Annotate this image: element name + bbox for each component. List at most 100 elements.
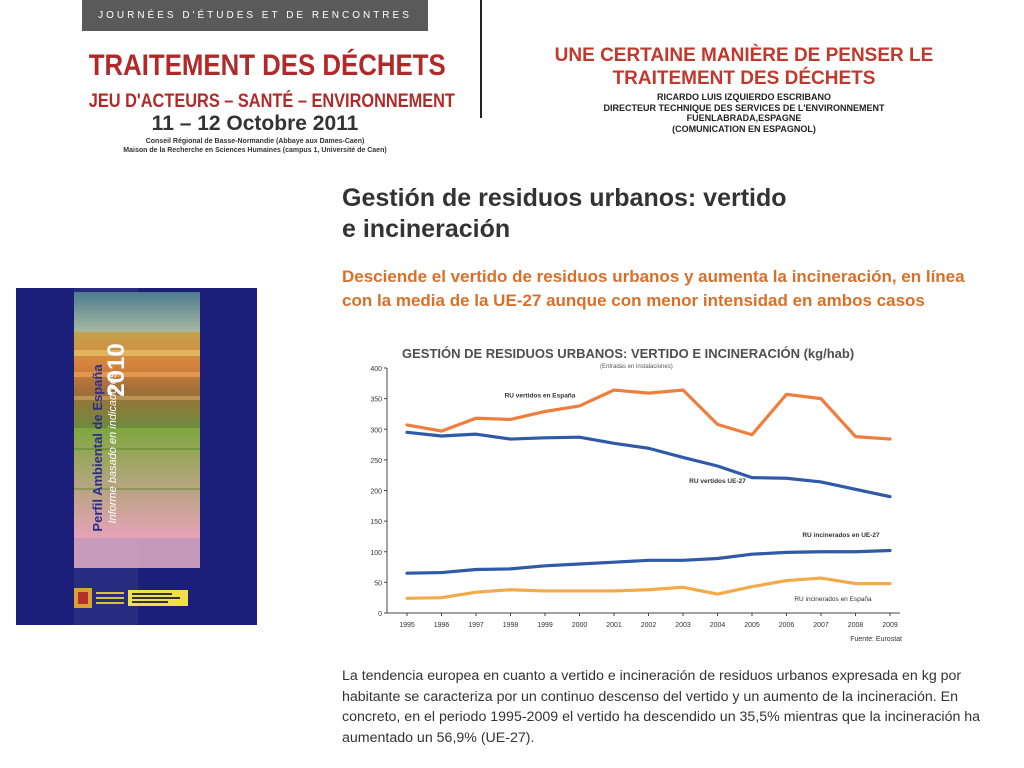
x-tick-label: 1995 <box>399 622 415 629</box>
x-tick-label: 2002 <box>641 622 657 629</box>
x-tick-label: 2008 <box>848 622 864 629</box>
series-label: RU incinerados en UE-27 <box>802 532 880 539</box>
data-point <box>889 438 891 440</box>
report-cover-image: 2010 Perfil Ambiental de España Informe … <box>16 288 257 625</box>
data-point <box>509 588 512 591</box>
data-point <box>475 433 477 435</box>
conference-title: TRAITEMENT DES DÉCHETS <box>88 49 446 82</box>
data-point <box>854 582 857 585</box>
y-tick-label: 0 <box>378 611 382 618</box>
data-point <box>613 561 615 563</box>
header-divider <box>480 0 482 118</box>
x-tick-label: 1997 <box>468 622 484 629</box>
x-tick-label: 1999 <box>537 622 553 629</box>
data-point <box>682 456 684 459</box>
data-point <box>647 447 650 450</box>
data-point <box>613 590 615 592</box>
data-point <box>440 596 443 599</box>
data-point <box>785 551 788 554</box>
x-tick-label: 2004 <box>710 622 726 629</box>
data-point <box>716 593 719 595</box>
data-point <box>578 436 581 439</box>
chart-source: Fuente: Eurostat <box>850 636 902 643</box>
data-point <box>613 442 615 445</box>
data-point <box>716 557 719 560</box>
data-point <box>509 568 512 570</box>
cover-year: 2010 <box>103 343 130 396</box>
data-point <box>647 588 650 591</box>
y-tick-label: 100 <box>370 550 382 557</box>
venue-line-1: Conseil Régional de Basse-Normandie (Abb… <box>145 138 365 145</box>
speaker-city: FUENLABRADA,ESPAGNE <box>686 113 802 123</box>
data-point <box>820 481 822 483</box>
data-point <box>440 430 443 432</box>
cover-fields <box>74 332 200 428</box>
cover-title: Perfil Ambiental de España <box>90 364 105 532</box>
data-point <box>820 577 822 579</box>
data-point <box>785 393 788 396</box>
data-point <box>544 565 546 567</box>
talk-title-line-1: UNE CERTAINE MANIÈRE DE PENSER LE <box>554 45 934 66</box>
x-tick-label: 2000 <box>572 622 588 629</box>
data-point <box>682 389 684 391</box>
talk-title-line-2: TRAITEMENT DES DÉCHETS <box>612 68 876 89</box>
data-point <box>716 423 719 426</box>
y-tick-label: 50 <box>374 580 382 587</box>
data-point <box>682 559 684 562</box>
series-label: RU incinerados en España <box>794 596 872 603</box>
data-point <box>578 405 581 407</box>
y-tick-label: 350 <box>370 397 382 404</box>
x-tick-label: 2009 <box>882 622 898 629</box>
data-point <box>647 559 650 562</box>
series-line-2 <box>405 430 892 499</box>
x-tick-label: 2006 <box>779 622 795 629</box>
cover-subtitle: Informe basado en indicadores <box>107 372 119 524</box>
data-point <box>578 590 581 592</box>
cover-grass <box>74 428 200 538</box>
conference-dates: 11 – 12 Octobre 2011 <box>151 112 359 135</box>
speaker-role: DIRECTEUR TECHNIQUE DES SERVICES DE L'EN… <box>603 102 885 113</box>
conference-subtitle: JEU D'ACTEURS – SANTÉ – ENVIRONNEMENT <box>88 91 455 112</box>
y-tick-label: 300 <box>370 427 382 434</box>
data-point <box>647 392 650 394</box>
speaker-name: RICARDO LUIS IZQUIERDO ESCRIBANO <box>656 92 831 102</box>
data-point <box>578 563 581 565</box>
x-tick-label: 1996 <box>434 622 450 629</box>
data-point <box>406 572 408 574</box>
data-point <box>716 465 719 467</box>
chart-note: (Entradas en instalaciones) <box>600 364 673 370</box>
x-tick-label: 1998 <box>503 622 519 629</box>
data-point <box>785 477 788 480</box>
data-point <box>544 590 546 592</box>
data-point <box>751 585 753 588</box>
slide-subheading: Desciende el vertido de residuos urbanos… <box>342 267 965 310</box>
data-point <box>785 579 788 582</box>
language-note: (COMUNICATION EN ESPAGNOL) <box>672 123 816 134</box>
data-point <box>509 438 512 440</box>
y-tick-label: 150 <box>370 519 382 526</box>
series-label: RU vertidos UE-27 <box>689 478 746 485</box>
data-point <box>820 397 822 400</box>
conference-venue: Conseil Régional de Basse-Normandie (Abb… <box>82 137 428 155</box>
y-tick-label: 400 <box>370 366 382 373</box>
data-point <box>751 433 753 436</box>
x-tick-label: 2001 <box>606 622 622 629</box>
data-point <box>854 435 857 438</box>
data-point <box>682 586 684 589</box>
talk-title: UNE CERTAINE MANIÈRE DE PENSER LE TRAITE… <box>508 44 980 90</box>
data-point <box>751 476 753 479</box>
data-point <box>440 571 443 574</box>
data-point <box>544 410 546 413</box>
x-tick-label: 2005 <box>744 622 760 629</box>
series-line-1 <box>405 388 892 441</box>
data-point <box>544 437 546 439</box>
data-point <box>854 550 857 553</box>
slide-heading-line-2: e incineración <box>342 215 511 243</box>
event-series-bar: JOURNÉES D'ÉTUDES ET DE RENCONTRES <box>82 0 428 31</box>
ministry-logo <box>74 588 188 608</box>
data-point <box>406 431 408 434</box>
y-tick-label: 250 <box>370 458 382 465</box>
body-paragraph: La tendencia europea en cuanto a vertido… <box>342 668 981 746</box>
y-tick-label: 200 <box>370 489 382 496</box>
line-chart: 0 50 100 150 200 250 300 350 400 1995 1996 1997 1998… <box>370 366 902 643</box>
